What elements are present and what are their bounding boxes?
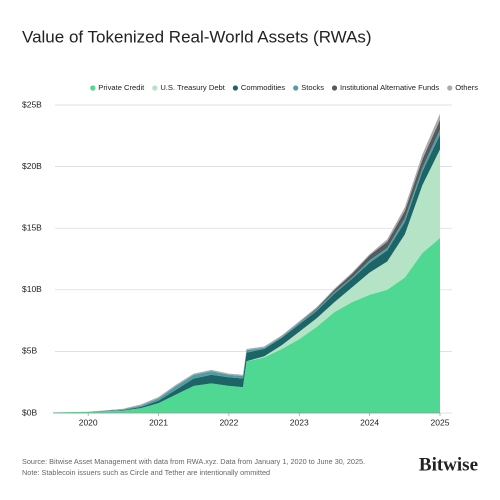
legend-marker xyxy=(447,85,453,91)
legend-marker xyxy=(331,85,338,91)
legend-marker xyxy=(90,85,96,91)
brand-logo: Bitwise xyxy=(419,454,478,475)
y-tick-label: $25B xyxy=(22,99,42,109)
y-tick-label: $5B xyxy=(22,346,37,356)
y-tick-label: $20B xyxy=(22,161,42,171)
chart-title: Value of Tokenized Real-World Assets (RW… xyxy=(22,27,372,46)
area xyxy=(53,238,440,413)
legend-marker xyxy=(152,85,158,91)
legend-label: Private Credit xyxy=(98,83,145,92)
y-tick-label: $0B xyxy=(22,407,37,417)
legend-label: Others xyxy=(455,83,478,92)
x-tick-label: 2025 xyxy=(431,417,450,427)
x-tick-label: 2022 xyxy=(219,417,238,427)
x-tick-label: 2021 xyxy=(149,417,168,427)
x-tick-label: 2020 xyxy=(79,417,98,427)
y-tick-label: $10B xyxy=(22,284,42,294)
note: Note: Stablecoin issuers such as Circle … xyxy=(22,468,270,477)
area xyxy=(53,119,440,413)
legend-marker xyxy=(232,85,238,91)
legend-label: U.S. Treasury Debt xyxy=(160,83,225,92)
legend-label: Commodities xyxy=(241,83,286,92)
area xyxy=(53,134,440,413)
legend-label: Institutional Alternative Funds xyxy=(340,83,439,92)
source: Source: Bitwise Asset Management with da… xyxy=(22,457,365,466)
x-tick-label: 2023 xyxy=(290,417,309,427)
legend-label: Stocks xyxy=(301,83,324,92)
y-tick-label: $15B xyxy=(22,222,42,232)
x-tick-label: 2024 xyxy=(360,417,379,427)
area xyxy=(53,149,440,413)
legend-marker xyxy=(293,85,299,91)
